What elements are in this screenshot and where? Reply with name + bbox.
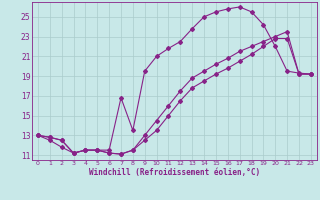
X-axis label: Windchill (Refroidissement éolien,°C): Windchill (Refroidissement éolien,°C) bbox=[89, 168, 260, 177]
